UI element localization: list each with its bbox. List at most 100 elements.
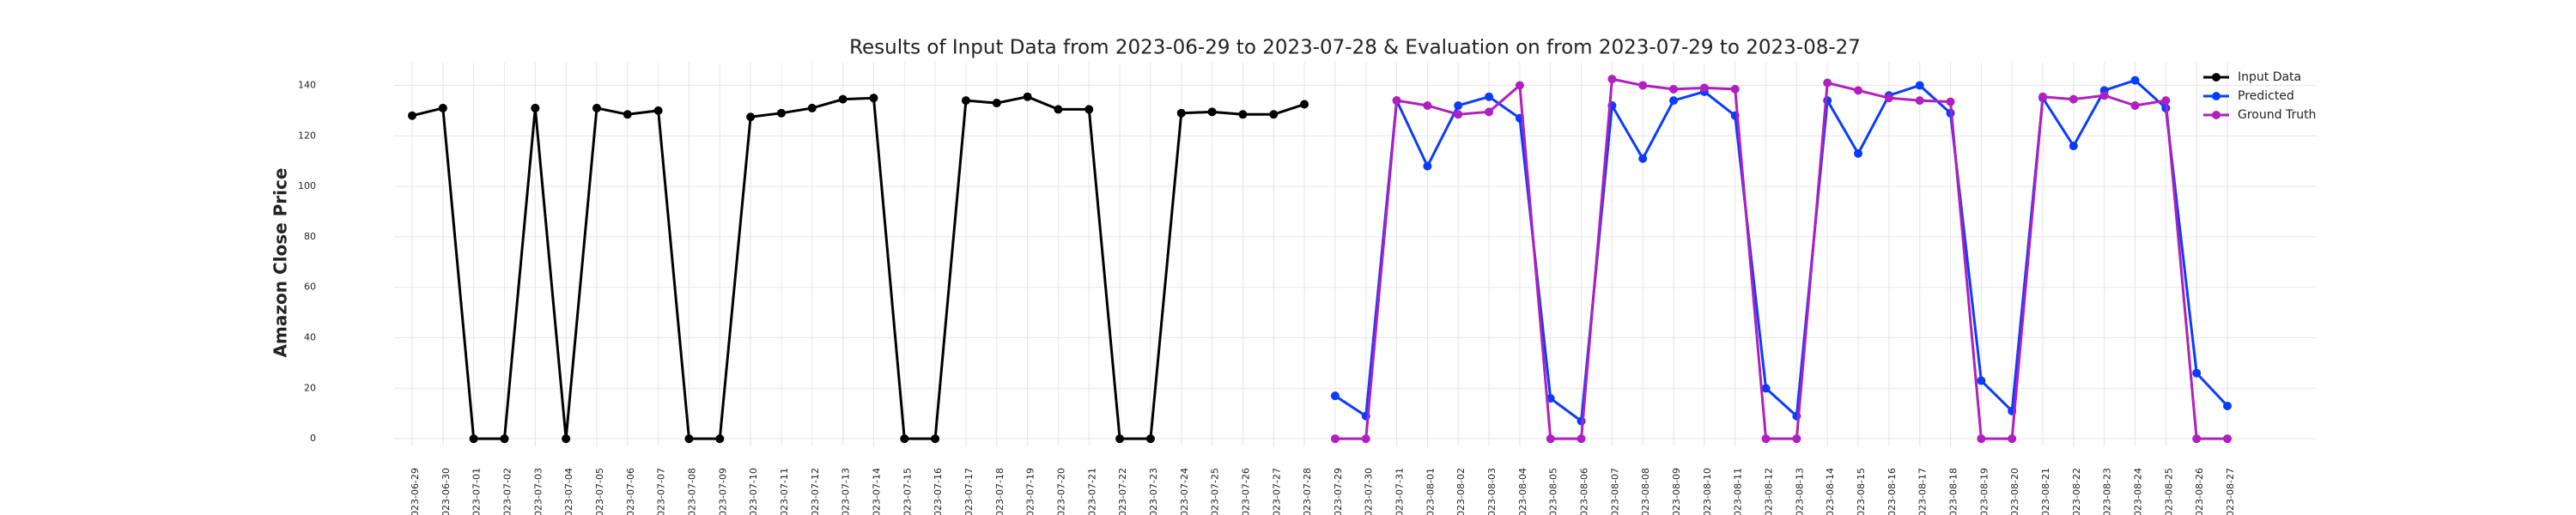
data-point <box>1669 84 1679 94</box>
y-tick-label: 140 <box>298 79 316 90</box>
x-tick-label: 2023-07-04 <box>563 468 574 515</box>
data-point <box>1330 391 1340 401</box>
legend-marker <box>2212 73 2221 82</box>
data-point <box>1761 384 1771 393</box>
data-point <box>653 106 663 115</box>
data-point <box>469 434 478 444</box>
x-tick-label: 2023-08-26 <box>2194 468 2205 515</box>
x-tick-label: 2023-08-10 <box>1702 468 1713 515</box>
data-point <box>1915 81 1924 90</box>
data-point <box>1330 434 1340 444</box>
y-tick-label: 80 <box>304 231 316 242</box>
data-point <box>1485 92 1494 101</box>
data-point <box>1638 81 1648 90</box>
data-point <box>1792 434 1801 444</box>
legend-label: Ground Truth <box>2238 108 2316 122</box>
data-point <box>1145 434 1155 444</box>
data-point <box>715 434 725 444</box>
x-tick-label: 2023-07-25 <box>1210 468 1221 515</box>
data-point <box>1730 84 1740 94</box>
x-tick-label: 2023-08-01 <box>1425 468 1436 515</box>
data-point <box>1269 110 1279 119</box>
data-point <box>1485 107 1494 117</box>
data-point <box>438 103 447 112</box>
x-tick-label: 2023-08-22 <box>2071 468 2082 515</box>
data-point <box>1577 434 1586 444</box>
data-point <box>2069 142 2078 151</box>
data-point <box>1669 96 1679 106</box>
x-tick-label: 2023-07-26 <box>1240 468 1251 515</box>
data-point <box>1515 81 1524 90</box>
data-point <box>1300 100 1309 109</box>
data-point <box>592 103 601 112</box>
x-tick-label: 2023-08-15 <box>1856 468 1867 515</box>
x-tick-label: 2023-07-01 <box>471 468 483 515</box>
x-tick-label: 2023-07-23 <box>1148 468 1159 515</box>
legend-marker <box>2212 111 2221 119</box>
data-point <box>1977 376 1986 385</box>
x-tick-label: 2023-07-13 <box>841 468 852 515</box>
x-tick-label: 2023-08-05 <box>1548 468 1559 515</box>
data-point <box>1023 92 1032 101</box>
data-point <box>838 94 848 104</box>
x-tick-label: 2023-08-17 <box>1917 468 1929 515</box>
data-point <box>1915 96 1924 106</box>
x-tick-label: 2023-08-13 <box>1794 468 1805 515</box>
x-tick-label: 2023-07-30 <box>1364 468 1375 515</box>
data-point <box>746 112 756 122</box>
data-point <box>961 96 970 106</box>
x-tick-label: 2023-07-02 <box>501 468 513 515</box>
data-point <box>1454 110 1463 119</box>
x-tick-label: 2023-08-02 <box>1455 468 1467 515</box>
data-point <box>500 434 509 444</box>
data-point <box>1115 434 1125 444</box>
data-point <box>1454 100 1463 110</box>
y-tick-label: 0 <box>310 433 316 444</box>
y-tick-label: 40 <box>304 332 316 343</box>
data-point <box>1761 434 1771 444</box>
y-tick-label: 100 <box>298 180 316 191</box>
x-tick-label: 2023-07-20 <box>1055 468 1066 515</box>
legend-label: Predicted <box>2238 89 2294 103</box>
x-tick-label: 2023-07-27 <box>1271 468 1282 515</box>
x-tick-label: 2023-06-29 <box>410 468 421 515</box>
x-tick-label: 2023-08-20 <box>2009 468 2020 515</box>
x-tick-label: 2023-08-25 <box>2163 468 2174 515</box>
legend-marker <box>2212 92 2221 100</box>
series-line <box>411 95 1305 440</box>
x-tick-label: 2023-07-31 <box>1394 468 1406 515</box>
data-point <box>2069 94 2078 104</box>
x-tick-label: 2023-08-14 <box>1825 468 1836 515</box>
data-point <box>2099 91 2109 100</box>
x-tick-label: 2023-08-06 <box>1579 468 1590 515</box>
data-point <box>1546 434 1555 444</box>
data-point <box>1638 154 1648 163</box>
data-point <box>408 111 416 120</box>
data-point <box>2008 434 2017 444</box>
data-point <box>2223 434 2232 444</box>
x-tick-label: 2023-07-15 <box>902 468 913 515</box>
legend-label: Input Data <box>2238 70 2301 84</box>
y-tick-label: 20 <box>304 382 316 393</box>
data-point <box>2130 100 2140 110</box>
x-tick-label: 2023-07-11 <box>779 468 790 515</box>
x-tick-label: 2023-08-24 <box>2133 468 2144 515</box>
data-point <box>2192 368 2202 378</box>
data-point <box>776 108 786 118</box>
x-tick-label: 2023-07-08 <box>686 468 697 515</box>
x-tick-label: 2023-08-19 <box>1978 468 1990 515</box>
data-point <box>2192 434 2202 444</box>
x-tick-label: 2023-07-28 <box>1302 468 1313 515</box>
data-point <box>531 103 540 112</box>
x-tick-label: 2023-06-30 <box>440 468 452 515</box>
data-point <box>1607 75 1617 84</box>
x-tick-label: 2023-07-24 <box>1179 468 1190 515</box>
x-tick-label: 2023-08-16 <box>1886 468 1898 515</box>
x-tick-label: 2023-08-12 <box>1764 468 1775 515</box>
data-point <box>1884 94 1893 103</box>
data-point <box>2223 401 2232 410</box>
series-line <box>1334 77 2227 440</box>
x-tick-label: 2023-07-17 <box>963 468 975 515</box>
y-axis-label: Amazon Close Price <box>270 168 291 358</box>
